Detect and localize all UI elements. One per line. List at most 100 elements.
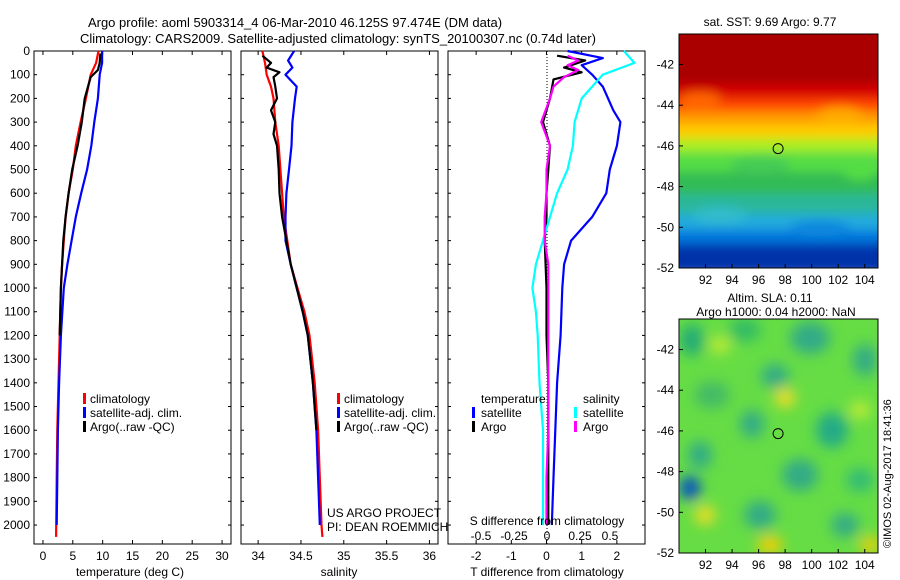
salinity-legend: climatology satellite-adj. clim. Argo(..… bbox=[337, 392, 436, 434]
sst-band bbox=[679, 138, 878, 152]
depth-tick-label: 800 bbox=[10, 234, 30, 248]
sst-blob bbox=[790, 220, 850, 236]
legend-label-climatology: climatology bbox=[90, 392, 150, 406]
legend-swatch-argo bbox=[337, 421, 340, 432]
depth-tick-label: 1800 bbox=[3, 471, 30, 485]
x-tick-label: -2 bbox=[471, 549, 482, 563]
depth-tick-label: 1200 bbox=[3, 328, 30, 342]
legend-label-satellite-adj: satellite-adj. clim. bbox=[344, 406, 436, 420]
x-tick-label: -1 bbox=[506, 549, 517, 563]
difference-lines bbox=[531, 49, 636, 526]
map-y-tick-label: -44 bbox=[657, 98, 675, 112]
sla-blob bbox=[850, 402, 870, 418]
sst-band bbox=[679, 230, 878, 244]
s-tick-label: -0.5 bbox=[471, 529, 492, 543]
sst-map-frame bbox=[678, 33, 879, 269]
series-line-black bbox=[58, 53, 102, 336]
sst-blob bbox=[730, 156, 790, 174]
map-y-tick-label: -42 bbox=[657, 343, 675, 357]
depth-tick-label: 100 bbox=[10, 68, 30, 82]
x-tick-label: 1 bbox=[578, 549, 585, 563]
figure-title-line1: Argo profile: aoml 5903314_4 06-Mar-2010… bbox=[88, 15, 502, 30]
depth-tick-label: 400 bbox=[10, 139, 30, 153]
depth-tick-label: 1500 bbox=[3, 400, 30, 414]
map-x-tick-label: 96 bbox=[752, 558, 766, 572]
map-y-tick-label: -48 bbox=[657, 465, 675, 479]
legend-swatch-climatology bbox=[83, 393, 86, 404]
map-x-tick-label: 98 bbox=[778, 273, 792, 287]
map-x-tick-label: 102 bbox=[828, 558, 848, 572]
map-y-tick-label: -44 bbox=[657, 383, 675, 397]
legend-swatch-sal-argo bbox=[574, 421, 577, 432]
difference-x-ticks: -2 -1 0 1 2 bbox=[448, 50, 645, 563]
sst-map-title: sat. SST: 9.69 Argo: 9.77 bbox=[704, 15, 837, 29]
map-y-tick-label: -46 bbox=[657, 424, 675, 438]
x-tick-label: 0 bbox=[40, 549, 47, 563]
legend-label-temp-satellite: satellite bbox=[481, 406, 522, 420]
imos-timestamp: ©IMOS 02-Aug-2017 18:41:36 bbox=[882, 399, 894, 548]
project-annotation-line2: PI: DEAN ROEMMICH bbox=[327, 520, 448, 534]
depth-tick-label: 1100 bbox=[4, 305, 30, 319]
legend-label-climatology: climatology bbox=[344, 392, 404, 406]
x-tick-label: 30 bbox=[215, 549, 229, 563]
legend-swatch-sal-satellite bbox=[574, 407, 577, 418]
s-tick-label: 0 bbox=[544, 529, 551, 543]
map-x-tick-label: 94 bbox=[725, 273, 739, 287]
x-tick-label: 0 bbox=[543, 549, 550, 563]
map-x-tick-label: 98 bbox=[778, 558, 792, 572]
sst-heatmap bbox=[679, 34, 878, 268]
temperature-x-ticks: 0 5 10 15 20 25 30 bbox=[40, 51, 229, 563]
series-line-cyan bbox=[531, 50, 636, 525]
x-tick-label: 5 bbox=[69, 549, 76, 563]
depth-tick-label: 1900 bbox=[3, 494, 30, 508]
depth-tick-label: 300 bbox=[10, 115, 30, 129]
depth-tick-label: 1600 bbox=[3, 423, 30, 437]
legend-label-sal-argo: Argo bbox=[583, 420, 609, 434]
x-tick-label: 25 bbox=[186, 549, 200, 563]
map-y-tick-label: -50 bbox=[657, 505, 675, 519]
salinity-x-ticks: 34 34.5 35 35.5 36 bbox=[241, 50, 438, 563]
sla-blob bbox=[782, 459, 818, 491]
sla-map-frame bbox=[678, 318, 879, 554]
sst-map-y-ticks: -42 -44 -46 -48 -50 -52 bbox=[657, 58, 683, 275]
map-y-tick-label: -42 bbox=[657, 58, 675, 72]
s-difference-label: S difference from climatology bbox=[470, 514, 625, 528]
sla-blob bbox=[729, 319, 761, 342]
sla-blob bbox=[853, 344, 877, 376]
sla-map-panel: Altim. SLA: 0.11 Argo h1000: 0.04 h2000:… bbox=[657, 291, 879, 572]
sst-band bbox=[679, 98, 878, 111]
sla-map-title: Altim. SLA: 0.11 bbox=[727, 291, 812, 305]
series-line-blue bbox=[550, 49, 622, 526]
sla-blob bbox=[740, 410, 764, 438]
sst-band bbox=[679, 34, 878, 84]
temperature-panel: 0100200300400500600700800900100011001200… bbox=[3, 44, 232, 579]
map-x-tick-label: 100 bbox=[802, 273, 822, 287]
map-x-tick-label: 92 bbox=[699, 273, 713, 287]
sla-blob bbox=[680, 476, 700, 500]
map-x-tick-label: 104 bbox=[855, 558, 875, 572]
salinity-difference-ticks: -0.5 -0.25 0 0.25 0.5 bbox=[471, 529, 619, 543]
depth-tick-label: 1400 bbox=[3, 376, 30, 390]
sst-map-panel: sat. SST: 9.69 Argo: 9.77 bbox=[657, 15, 879, 287]
sla-blob bbox=[846, 468, 874, 492]
salinity-x-label: salinity bbox=[321, 565, 358, 579]
salinity-panel: 34 34.5 35 35.5 36 climatology satellite-adj… bbox=[240, 50, 448, 579]
sla-blob bbox=[790, 322, 830, 354]
t-difference-label: T difference from climatology bbox=[470, 565, 624, 579]
x-tick-label: 20 bbox=[156, 549, 170, 563]
x-tick-label: 34 bbox=[251, 549, 265, 563]
argo-location-marker bbox=[772, 428, 784, 440]
series-line-black bbox=[261, 54, 318, 431]
legend-label-temp-argo: Argo bbox=[481, 420, 507, 434]
sst-blob bbox=[842, 160, 878, 180]
x-tick-label: 2 bbox=[614, 549, 621, 563]
depth-tick-label: 1300 bbox=[3, 352, 30, 366]
sst-band bbox=[679, 124, 878, 138]
legend-swatch-satellite-adj bbox=[83, 407, 86, 418]
difference-legend: temperature salinity satellite Argo sate… bbox=[472, 392, 624, 434]
sla-blob bbox=[744, 501, 776, 529]
depth-tick-label: 600 bbox=[10, 186, 30, 200]
x-tick-label: 35.5 bbox=[375, 549, 399, 563]
map-y-tick-label: -50 bbox=[657, 220, 675, 234]
sst-band bbox=[679, 244, 878, 268]
